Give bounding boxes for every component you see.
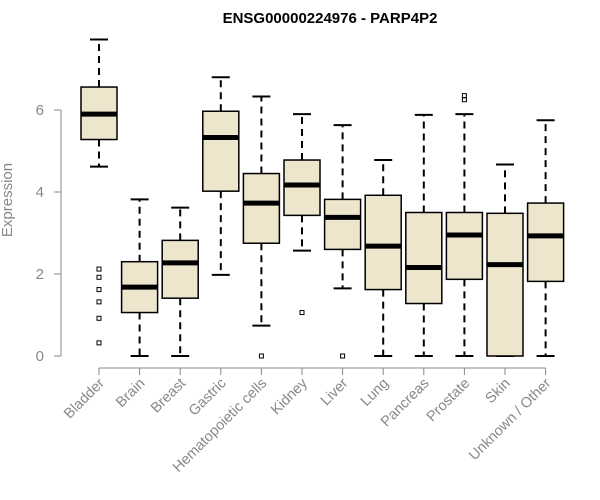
iqr-box [323, 198, 362, 251]
outlier-point [96, 266, 102, 272]
box-unknown-other [526, 119, 565, 357]
outlier-point [340, 353, 346, 359]
box-bladder [80, 38, 118, 346]
iqr-box [161, 239, 199, 299]
outlier-point [96, 340, 102, 346]
box-gastric [202, 76, 240, 276]
iqr-box [364, 194, 402, 291]
box-hematopoietic-cells [242, 95, 281, 359]
iqr-box [445, 211, 484, 281]
y-tick-label: 2 [36, 266, 44, 283]
boxes [80, 38, 565, 359]
y-tick-label: 6 [36, 102, 44, 119]
x-tick-label: Bladder [61, 375, 108, 422]
x-tick-label: Skin [483, 376, 514, 407]
box-prostate [445, 93, 484, 357]
y-tick-label: 4 [36, 184, 44, 201]
outlier-point [299, 310, 305, 316]
outlier-point [96, 299, 102, 305]
x-tick-label: Liver [318, 375, 352, 409]
outlier-point [96, 274, 102, 280]
outlier-point [96, 287, 102, 293]
box-skin [486, 163, 524, 357]
y-tick-label: 0 [36, 348, 44, 365]
iqr-box [283, 159, 321, 217]
box-breast [161, 206, 199, 357]
chart-title: ENSG00000224976 - PARP4P2 [223, 10, 438, 27]
box-pancreas [405, 113, 443, 357]
iqr-box [405, 211, 443, 305]
outlier-point [461, 97, 467, 103]
iqr-box [486, 212, 524, 357]
iqr-box [242, 172, 281, 244]
iqr-box [202, 110, 240, 192]
box-brain [120, 198, 159, 357]
x-tick-label: Kidney [268, 375, 311, 418]
box-liver [323, 124, 362, 359]
axes: 0 2 4 6 [36, 102, 547, 375]
box-kidney [283, 113, 321, 316]
iqr-box [526, 202, 565, 283]
y-axis-label: Expression [0, 163, 16, 237]
x-tick-label: Breast [148, 376, 189, 417]
x-tick-label: Prostate [424, 376, 473, 425]
x-tick-label: Lung [358, 376, 392, 410]
outlier-point [96, 315, 102, 321]
box-lung [364, 159, 402, 357]
outlier-point [258, 353, 264, 359]
outlier-point [461, 93, 467, 99]
x-tick-label: Brain [113, 376, 148, 411]
